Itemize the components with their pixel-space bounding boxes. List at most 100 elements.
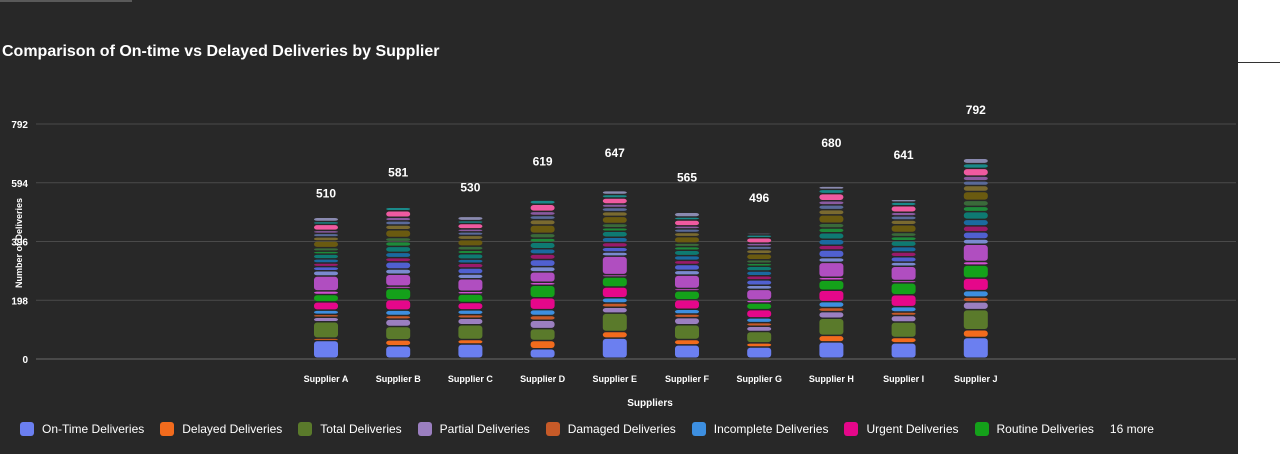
legend-item[interactable]: Total Deliveries [298,422,402,436]
bar-segment [675,213,699,217]
bar-segment [386,211,411,217]
data-label: 792 [966,103,986,117]
bar-segment [530,298,555,309]
bar-segment [819,210,844,215]
bar-segment [530,225,555,233]
bar-segment [675,243,699,246]
data-label: 496 [749,191,769,205]
bar-segment [530,200,555,204]
bar-stack-supplier-a [314,218,338,358]
bar-segment [675,314,699,317]
bar-stack-supplier-c [458,217,483,358]
bar-segment [747,347,772,358]
bar-segment [675,300,699,309]
legend-item[interactable]: Partial Deliveries [417,422,530,436]
bar-segment [386,289,411,300]
bar-segment [963,232,988,239]
bar-stack-supplier-i [891,199,916,358]
bar-segment [602,303,627,307]
bar-segment [891,202,916,205]
bar-segment [386,340,411,346]
legend-item[interactable]: Urgent Deliveries [844,422,959,436]
bar-segment [963,291,988,297]
bar-segment [386,300,411,310]
bar-segment [675,310,699,314]
bar-segment [386,319,411,326]
bar-segment [602,256,627,274]
bar-segment [314,241,338,247]
bar-segment [530,316,555,320]
bar-segment [819,194,844,200]
bar-segment [530,216,555,219]
bar-stack-supplier-f [675,213,699,358]
bar-segment [602,252,627,256]
x-tick-label: Supplier G [736,374,782,384]
bar-segment [530,254,555,259]
bar-segment [386,258,411,262]
bar-segment [458,294,483,302]
legend-label: Urgent Deliveries [866,422,959,436]
legend-more-button[interactable]: 16 more [1109,422,1154,436]
bar-segment [314,267,338,270]
bar-segment [819,228,844,232]
bar-segment [675,271,699,275]
bar-segment [819,223,844,228]
bar-segment [386,253,411,257]
bar-segment [747,310,772,318]
bar-segment [602,208,627,211]
bar-segment [747,332,772,343]
bar-segment [314,251,338,254]
legend-item[interactable]: Delayed Deliveries [160,422,282,436]
bar-segment [675,289,699,291]
bar-segment [747,250,772,254]
bar-segment [314,222,338,224]
legend-item[interactable]: Damaged Deliveries [545,422,676,436]
bar-segment [314,322,338,338]
y-tick-label: 198 [11,296,28,307]
bar-segment [602,195,627,198]
bar-segment [458,268,483,274]
bar-segment [963,192,988,200]
bar-segment [963,159,988,163]
bar-segment [963,164,988,168]
bar-segment [675,256,699,260]
bar-stack-supplier-g [747,233,772,358]
data-label: 530 [460,181,480,195]
bar-segment [747,290,772,300]
bar-stack-supplier-e [602,191,627,358]
bar-segment [386,269,411,274]
bar-segment [747,343,772,347]
x-tick-label: Supplier A [304,374,349,384]
bar-segment [386,310,411,315]
bar-segment [530,341,555,349]
legend-item[interactable]: Routine Deliveries [974,422,1094,436]
legend-item[interactable]: Incomplete Deliveries [691,422,828,436]
bar-segment [386,262,411,269]
bar-segment [386,238,411,241]
bar-segment [675,247,699,250]
chart-panel [0,0,1238,454]
bar-segment [963,176,988,181]
bar-segment [530,242,555,249]
bar-segment [891,283,916,295]
bar-segment [963,220,988,226]
bar-segment [963,262,988,265]
bar-segment [386,221,411,225]
bar-segment [891,338,916,343]
bar-segment [819,201,844,205]
bar-segment [963,212,988,219]
bar-segment [675,345,699,358]
bar-segment [314,310,338,314]
bar-segment [386,207,411,211]
bar-segment [530,349,555,358]
bar-segment [747,326,772,331]
bar-segment [386,286,411,288]
legend-label: Routine Deliveries [996,422,1094,436]
bar-segment [891,312,916,315]
bar-segment [675,229,699,232]
legend-item[interactable]: On-Time Deliveries [20,422,144,436]
bar-segment [675,233,699,236]
y-tick-label: 792 [11,120,28,131]
bar-segment [675,291,699,300]
bar-segment [819,291,844,301]
